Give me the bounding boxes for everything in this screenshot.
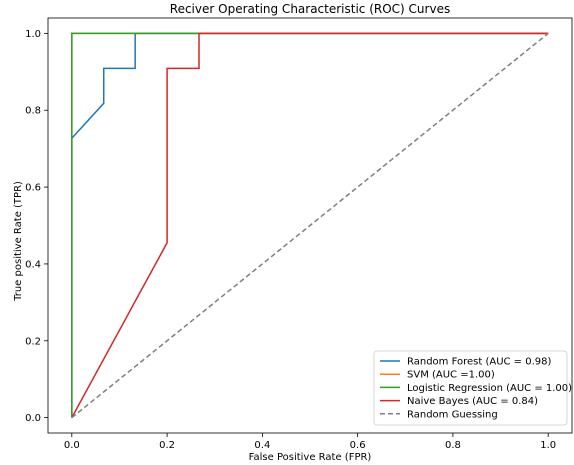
legend-entry: Random Guessing	[407, 409, 498, 420]
legend-entry: SVM (AUC =1.00)	[407, 370, 495, 381]
x-tick-label: 0.4	[254, 440, 270, 451]
x-tick-label: 0.8	[445, 440, 461, 451]
y-tick-label: 0.2	[25, 336, 41, 347]
y-tick-label: 1.0	[25, 29, 41, 40]
legend-entry: Random Forest (AUC = 0.98)	[407, 357, 551, 368]
x-tick-label: 1.0	[540, 440, 556, 451]
legend-entry: Logistic Regression (AUC = 1.00)	[407, 383, 572, 394]
y-tick-label: 0.0	[25, 413, 41, 424]
y-tick-label: 0.4	[25, 259, 41, 270]
x-tick-label: 0.0	[64, 440, 80, 451]
legend: Random Forest (AUC = 0.98) SVM (AUC =1.00…	[373, 350, 572, 426]
x-axis: 0.0 0.2 0.4 0.6 0.8 1.0	[64, 433, 556, 451]
x-axis-label: False Positive Rate (FPR)	[249, 452, 372, 463]
series-line-4	[71, 32, 549, 419]
y-tick-label: 0.8	[25, 106, 41, 117]
series-line-3	[71, 32, 549, 418]
y-tick-label: 0.6	[25, 183, 41, 194]
y-axis-label: True positive Rate (TPR)	[13, 181, 24, 302]
y-axis: 0.0 0.2 0.4 0.6 0.8 1.0	[25, 29, 48, 424]
legend-box	[373, 350, 568, 426]
plot-area	[47, 17, 573, 434]
x-tick-label: 0.6	[350, 440, 366, 451]
x-tick-label: 0.2	[159, 440, 175, 451]
legend-entry: Naive Bayes (AUC = 0.84)	[407, 396, 538, 407]
chart-title: Reciver Operating Characteristic (ROC) C…	[170, 2, 450, 16]
